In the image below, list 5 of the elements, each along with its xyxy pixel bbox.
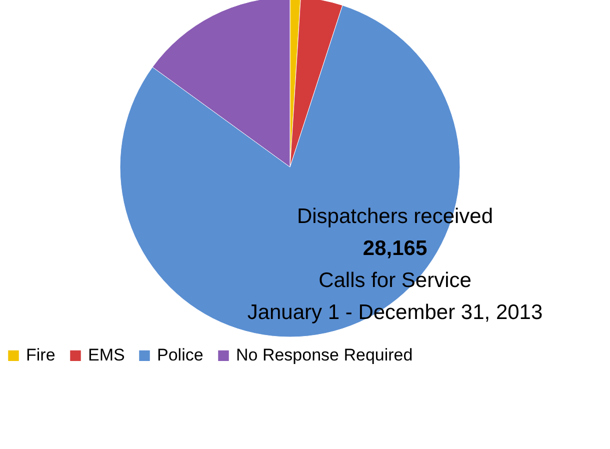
legend-label: Police [157,346,204,365]
legend-label: No Response Required [236,346,413,365]
text: 28,165 [362,237,428,260]
legend-label: EMS [88,346,125,365]
legend-label: Fire [26,346,56,365]
